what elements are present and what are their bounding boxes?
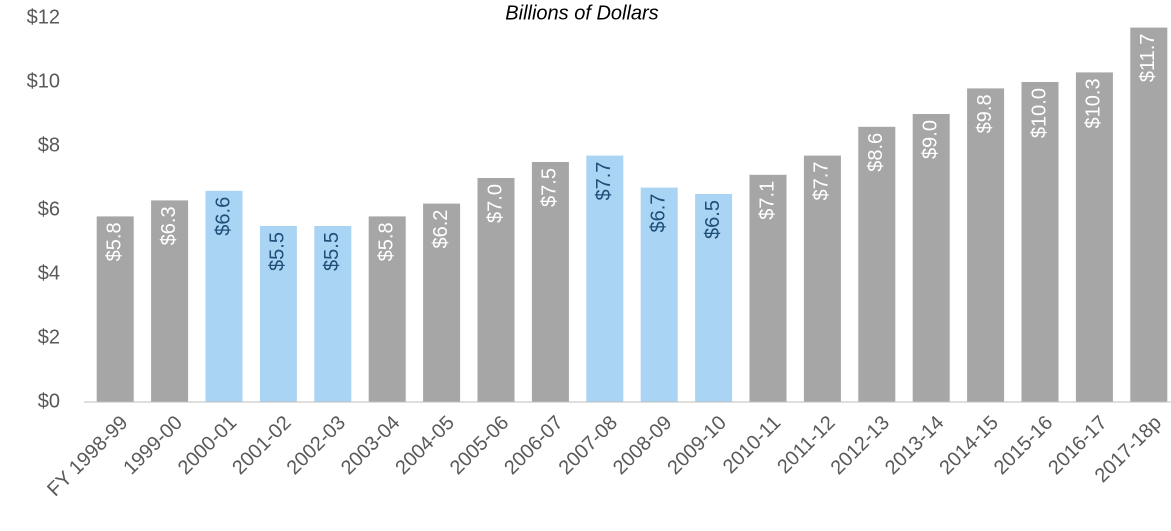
- bar: [1130, 27, 1168, 402]
- y-tick-label: $4: [38, 262, 60, 284]
- value-label: $5.5: [267, 232, 289, 271]
- value-label: $5.8: [103, 222, 125, 261]
- bar: [368, 216, 406, 402]
- bar: [531, 162, 569, 402]
- bar: [151, 200, 189, 402]
- bar: [967, 88, 1005, 403]
- value-label: $6.6: [212, 197, 234, 236]
- value-label: $5.8: [375, 222, 397, 261]
- y-tick-label: $2: [38, 326, 60, 348]
- bar: [205, 190, 243, 402]
- y-tick-label: $12: [27, 6, 60, 28]
- bar: [912, 114, 950, 402]
- y-tick-label: $8: [38, 134, 60, 156]
- value-label: $10.0: [1028, 88, 1050, 138]
- bar: [858, 126, 896, 403]
- x-tick-label: 2004-05: [391, 412, 458, 479]
- value-label: $7.0: [484, 184, 506, 223]
- y-tick-label: $10: [27, 70, 60, 92]
- value-label: $11.7: [1137, 34, 1159, 83]
- x-tick-label: 2015-16: [990, 412, 1057, 479]
- x-tick-label: 2007-08: [555, 412, 622, 479]
- x-tick-label: 2011-12: [773, 412, 839, 478]
- value-label: $8.6: [865, 133, 887, 172]
- value-label: $7.7: [593, 162, 615, 201]
- bar: [640, 187, 678, 402]
- bar: [695, 194, 733, 402]
- x-tick-label: 2010-11: [719, 412, 785, 478]
- bar: [423, 203, 461, 402]
- value-label: $9.0: [919, 120, 941, 159]
- x-tick-label: 2003-04: [337, 412, 404, 479]
- bar: [477, 178, 515, 402]
- value-label: $9.8: [974, 94, 996, 133]
- x-tick-label: 2013-14: [881, 412, 948, 479]
- bar: [96, 216, 134, 402]
- value-label: $5.5: [321, 232, 343, 271]
- bar: [749, 174, 787, 402]
- bar: [1021, 82, 1059, 402]
- bar: [1075, 72, 1113, 403]
- x-tick-label: 2001-02: [228, 412, 295, 479]
- value-label: $10.3: [1083, 78, 1105, 128]
- x-tick-label: 2009-10: [663, 412, 730, 479]
- x-tick-label: 2005-06: [446, 412, 513, 479]
- value-label: $6.2: [430, 210, 452, 249]
- bar: [259, 226, 297, 402]
- x-tick-label: 2012-13: [827, 412, 894, 479]
- x-tick-label: 2006-07: [500, 412, 567, 479]
- x-tick-label: 2002-03: [283, 412, 350, 479]
- bar: [314, 226, 352, 402]
- x-tick-label: 1999-00: [119, 412, 186, 479]
- value-label: $7.5: [539, 168, 561, 207]
- value-label: $6.3: [158, 206, 180, 245]
- x-tick-label: 2014-15: [935, 412, 1002, 479]
- y-tick-label: $6: [38, 198, 60, 220]
- x-tick-label: 2000-01: [174, 412, 241, 479]
- value-label: $6.5: [702, 200, 724, 239]
- value-label: $6.7: [647, 194, 669, 233]
- x-tick-label: FY 1998-99: [43, 412, 132, 501]
- x-tick-label: 2008-09: [609, 412, 676, 479]
- value-label: $7.1: [756, 181, 778, 220]
- bar: [803, 155, 841, 402]
- chart-title: Billions of Dollars: [505, 2, 658, 24]
- value-label: $7.7: [811, 162, 833, 201]
- bar: [586, 155, 624, 402]
- y-tick-label: $0: [38, 390, 60, 412]
